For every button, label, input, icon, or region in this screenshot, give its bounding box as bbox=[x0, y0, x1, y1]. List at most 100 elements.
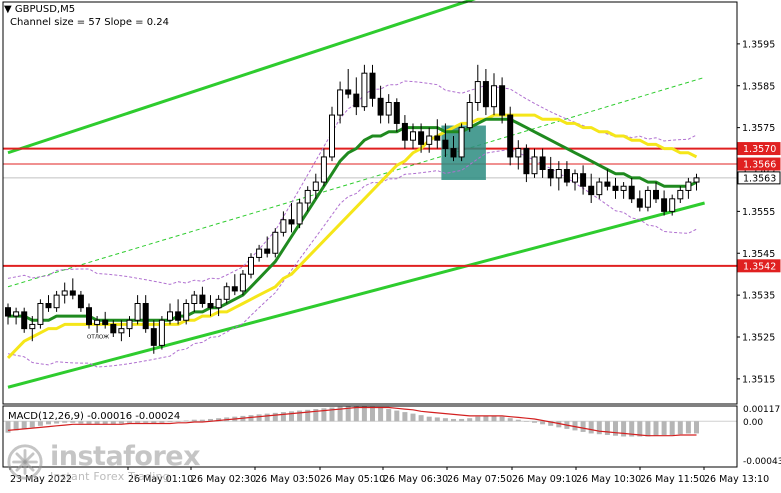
candle-body-bull bbox=[126, 319, 133, 330]
candle-body-bear bbox=[69, 290, 76, 296]
watermark: instaforex Instant Forex Trading bbox=[6, 440, 201, 484]
candle-body-bear bbox=[199, 294, 206, 304]
y-tick-label: 1.3545 bbox=[742, 249, 775, 260]
symbol-dropdown[interactable]: ▼ GBPUSD,M5 bbox=[4, 4, 75, 15]
candle bbox=[531, 148, 538, 178]
candle-body-bear bbox=[264, 248, 271, 254]
macd-bar bbox=[426, 416, 432, 422]
macd-bar bbox=[540, 421, 546, 425]
candle-body-bear bbox=[175, 311, 182, 321]
ma-fast-line bbox=[8, 117, 698, 322]
candle bbox=[644, 186, 651, 212]
macd-bar bbox=[394, 410, 400, 422]
candle bbox=[523, 144, 530, 183]
candle bbox=[693, 173, 700, 191]
candle-body-bear bbox=[353, 93, 360, 108]
candle bbox=[596, 177, 603, 199]
candle bbox=[507, 106, 514, 166]
candle-body-bear bbox=[377, 97, 384, 116]
channel-info: Channel size = 57 Slope = 0.24 bbox=[10, 17, 170, 28]
candle-body-bear bbox=[612, 185, 619, 191]
macd-bar bbox=[143, 421, 149, 423]
macd-bar bbox=[515, 419, 521, 422]
macd-bar bbox=[305, 409, 311, 422]
candle bbox=[53, 290, 60, 312]
macd-bar bbox=[402, 412, 408, 422]
candle-body-bull bbox=[685, 181, 692, 191]
candle-body-bull bbox=[426, 135, 433, 145]
candle-body-bull bbox=[329, 114, 335, 158]
candle-body-bear bbox=[604, 181, 611, 187]
macd-bar bbox=[256, 414, 262, 422]
candle bbox=[110, 320, 117, 337]
x-tick-label: 23 May 2022 bbox=[10, 474, 72, 485]
channel-line-2 bbox=[7, 76, 705, 288]
candle-body-bull bbox=[167, 311, 173, 321]
candle bbox=[21, 307, 28, 333]
macd-bar bbox=[418, 415, 424, 422]
x-tick-label: 26 May 07:50 bbox=[447, 474, 512, 485]
candle-body-bear bbox=[588, 185, 595, 196]
x-tick-label: 26 May 09:10 bbox=[512, 474, 577, 485]
y-tick-label: 1.3515 bbox=[742, 374, 775, 385]
candle-body-bull bbox=[296, 202, 303, 225]
annotation-text: ОТЛОЖ bbox=[87, 335, 109, 341]
price-label-1.3563: 1.3563 bbox=[737, 171, 781, 185]
candle-body-bear bbox=[653, 189, 659, 200]
macd-bar bbox=[70, 421, 76, 423]
candle-body-bear bbox=[401, 122, 408, 141]
candle-body-bull bbox=[191, 294, 198, 304]
candle-body-bull bbox=[53, 294, 60, 309]
candle-body-bull bbox=[256, 248, 263, 258]
candle bbox=[499, 77, 506, 124]
candle-body-bull bbox=[158, 319, 165, 346]
candle bbox=[474, 64, 481, 111]
macd-bar bbox=[548, 421, 554, 426]
candle bbox=[102, 311, 109, 329]
candle bbox=[677, 186, 684, 203]
candle bbox=[239, 270, 246, 296]
candle-body-bear bbox=[231, 286, 238, 292]
candle bbox=[215, 295, 222, 317]
candle-body-bear bbox=[442, 139, 449, 150]
x-tick-label: 26 May 05:10 bbox=[320, 474, 385, 485]
macd-bar bbox=[46, 421, 51, 425]
candle bbox=[547, 156, 554, 187]
macd-bar bbox=[491, 415, 497, 422]
candle bbox=[29, 316, 36, 342]
candle-body-bull bbox=[37, 303, 44, 325]
candle bbox=[94, 316, 101, 333]
candle-body-bear bbox=[150, 328, 157, 346]
price-label-text: 1.3542 bbox=[743, 261, 776, 272]
candle bbox=[661, 190, 668, 216]
price-label-box bbox=[737, 171, 781, 185]
macd-bar bbox=[685, 421, 691, 434]
candle-body-bull bbox=[491, 85, 497, 108]
candle bbox=[604, 169, 611, 191]
macd-bar bbox=[637, 421, 643, 437]
macd-bar bbox=[272, 412, 278, 422]
macd-bar bbox=[459, 418, 465, 422]
macd-bar bbox=[29, 421, 35, 428]
macd-bar bbox=[78, 421, 84, 424]
candle-body-bull bbox=[215, 298, 222, 309]
candle bbox=[491, 73, 497, 116]
candle-body-bull bbox=[13, 311, 20, 317]
macd-bar bbox=[451, 418, 456, 422]
candle-body-bull bbox=[572, 173, 578, 183]
candle bbox=[353, 77, 360, 116]
candle-body-bear bbox=[86, 307, 92, 325]
candle bbox=[580, 165, 587, 195]
candle-body-bull bbox=[474, 81, 481, 103]
candle bbox=[191, 290, 198, 312]
candle-body-bull bbox=[118, 328, 125, 334]
instaforex-logo-icon bbox=[7, 444, 43, 480]
macd-bar bbox=[523, 421, 529, 422]
candle bbox=[118, 320, 125, 342]
macd-bar bbox=[645, 421, 651, 437]
candle-body-bear bbox=[207, 303, 214, 309]
candle-body-bull bbox=[337, 89, 344, 116]
candle bbox=[482, 69, 489, 116]
candle-body-bear bbox=[345, 89, 352, 95]
macd-bar bbox=[199, 419, 205, 422]
